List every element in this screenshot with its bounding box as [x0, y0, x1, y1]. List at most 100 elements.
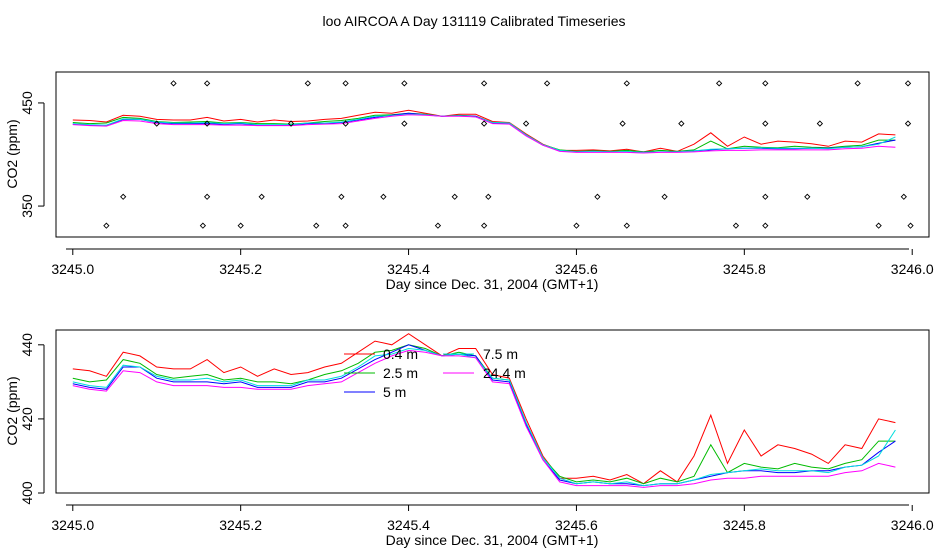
- flag-point: [103, 222, 110, 229]
- flag-point: [338, 193, 345, 200]
- flag-point: [380, 193, 387, 200]
- flag-point: [401, 80, 408, 87]
- legend-item-2-5m: 2.5 m: [344, 365, 418, 381]
- flag-point: [451, 193, 458, 200]
- flag-point: [485, 193, 492, 200]
- flag-point: [203, 80, 211, 87]
- x-tick-label: 3246.0: [891, 261, 934, 277]
- legend: 0.4 m 2.5 m 5 m 7.5 m 24.4 m: [344, 346, 526, 400]
- flag-point: [543, 80, 551, 87]
- legend-label: 7.5 m: [483, 346, 518, 362]
- y-tick-label: 350: [19, 194, 35, 218]
- series-line-3: [72, 113, 896, 153]
- flag-point: [401, 120, 408, 127]
- x-tick-label: 3245.0: [51, 517, 94, 533]
- x-axis-label-bottom: Day since Dec. 31, 2004 (GMT+1): [386, 532, 599, 548]
- flag-point: [573, 222, 580, 229]
- flag-point: [522, 120, 530, 127]
- legend-label: 5 m: [383, 384, 406, 400]
- x-tick-label: 3245.6: [555, 517, 598, 533]
- flag-point: [480, 120, 488, 127]
- legend-item-5m: 5 m: [344, 384, 406, 400]
- flag-point: [623, 222, 630, 229]
- legend-item-0-4m: 0.4 m: [344, 346, 418, 362]
- flag-point: [480, 80, 488, 87]
- flag-point: [199, 222, 207, 229]
- flag-point: [716, 80, 723, 87]
- x-tick-label: 3246.0: [891, 517, 934, 533]
- x-tick-label: 3245.4: [387, 261, 430, 277]
- flag-point: [170, 80, 177, 87]
- panel-bottom: 3245.0 3245.2 3245.4 3245.6 3245.8 3246.0 400…: [4, 329, 934, 548]
- flag-point: [904, 120, 912, 127]
- x-tick-label: 3245.8: [723, 261, 766, 277]
- legend-label: 24.4 m: [483, 365, 526, 381]
- y-tick-label: 440: [19, 333, 35, 357]
- flag-point: [480, 222, 488, 229]
- chart-title: loo AIRCOA A Day 131119 Calibrated Times…: [323, 13, 626, 29]
- flag-point: [661, 193, 668, 200]
- x-tick-label: 3245.6: [555, 261, 598, 277]
- x-axis-bottom: 3245.0 3245.2 3245.4 3245.6 3245.8 3246.0: [51, 504, 934, 533]
- flag-point: [678, 120, 685, 127]
- flag-point: [732, 222, 740, 229]
- flag-point: [120, 193, 127, 200]
- y-axis-top: 350 450: [19, 91, 45, 218]
- flag-point: [619, 120, 626, 127]
- x-tick-label: 3245.2: [219, 261, 262, 277]
- flag-point: [904, 80, 912, 87]
- flag-point: [304, 80, 311, 87]
- y-axis-bottom: 400 420 440: [19, 333, 45, 505]
- flag-point: [258, 193, 265, 200]
- series-line-0: [72, 109, 896, 153]
- flag-point: [900, 193, 907, 200]
- flag-point: [762, 193, 769, 200]
- flag-point: [804, 193, 811, 200]
- flag-point: [237, 222, 244, 229]
- plot-frame-bottom: [55, 329, 930, 494]
- panel-top: 3245.0 3245.2 3245.4 3245.6 3245.8 3246.0 350…: [4, 71, 934, 292]
- y-tick-label: 450: [19, 91, 35, 115]
- flag-point: [875, 222, 882, 229]
- flag-points-top: [103, 80, 914, 229]
- legend-item-24-4m: 24.4 m: [443, 365, 526, 381]
- flag-point: [623, 80, 630, 87]
- x-tick-label: 3245.2: [219, 517, 262, 533]
- flag-point: [342, 80, 349, 87]
- y-axis-label-top: CO2 (ppm): [4, 119, 20, 188]
- flag-point: [762, 120, 769, 127]
- series-line-3: [72, 347, 896, 487]
- series-lines-top: [72, 109, 896, 154]
- x-tick-label: 3245.8: [723, 517, 766, 533]
- legend-item-7-5m: 7.5 m: [443, 346, 518, 362]
- flag-point: [907, 222, 914, 229]
- x-axis-label-top: Day since Dec. 31, 2004 (GMT+1): [386, 276, 599, 292]
- flag-point: [762, 222, 769, 229]
- series-line-4: [72, 349, 896, 488]
- flag-point: [153, 120, 160, 127]
- flag-point: [287, 120, 295, 127]
- flag-point: [816, 120, 824, 127]
- flag-point: [342, 120, 349, 127]
- series-line-1: [72, 344, 896, 485]
- y-tick-label: 400: [19, 481, 35, 505]
- series-line-0: [72, 333, 896, 485]
- flag-point: [203, 193, 211, 200]
- flag-point: [203, 120, 211, 127]
- series-line-4: [72, 114, 896, 154]
- series-lines-bottom: [72, 333, 896, 488]
- flag-point: [594, 193, 601, 200]
- flag-point: [854, 80, 861, 87]
- flag-point: [434, 222, 442, 229]
- legend-label: 0.4 m: [383, 346, 418, 362]
- x-tick-label: 3245.4: [387, 517, 430, 533]
- x-tick-label: 3245.0: [51, 261, 94, 277]
- y-tick-label: 420: [19, 407, 35, 431]
- flag-point: [762, 80, 769, 87]
- flag-point: [313, 222, 320, 229]
- plot-frame-top: [55, 71, 930, 238]
- y-axis-label-bottom: CO2 (ppm): [4, 376, 20, 445]
- legend-label: 2.5 m: [383, 365, 418, 381]
- x-axis-top: 3245.0 3245.2 3245.4 3245.6 3245.8 3246.0: [51, 248, 934, 277]
